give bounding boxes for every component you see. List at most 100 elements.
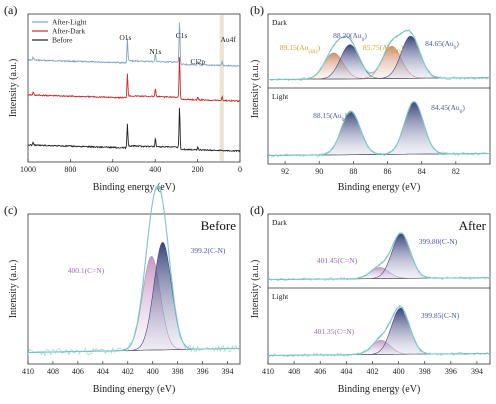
b-dark-raw-data: [267, 28, 491, 82]
c-tick-label: 400: [147, 367, 159, 376]
c-raw-data: [27, 185, 241, 357]
x-axis-label-d: Binding energy (eV): [338, 384, 421, 395]
x-ticks-d: 410 408 406 404 402 400 398 396 394: [262, 361, 483, 376]
c-envelope: [28, 185, 241, 354]
plot-frame-d: [267, 213, 491, 365]
plot-frame-a: [27, 13, 241, 163]
d-tick-label: 408: [288, 367, 300, 376]
c-tick-label: 394: [222, 367, 234, 376]
survey-line-after-dark: [27, 56, 241, 103]
au4f-highlight-band: [219, 15, 224, 161]
a-tick-label: 200: [192, 165, 204, 174]
b-tick-label: 90: [315, 167, 323, 176]
subpanel-light-d: Light 401.35(C=N) 399.85(C-N): [267, 292, 491, 358]
x-axis-label-c: Binding energy (eV): [93, 384, 176, 395]
survey-line-before: [27, 107, 241, 153]
c-tick-label: 410: [22, 367, 34, 376]
b-dark-peak-label-2: 85.75(Au(III)): [363, 43, 404, 55]
d-dark-peak-label-1: 399.80(C-N): [419, 237, 458, 246]
panel-b: Dark 89.15(Au(III)) 88.20(Au0)85.75(Au(III…: [250, 3, 491, 193]
subpanel-label-b-0: Dark: [272, 18, 287, 27]
survey-peak-label: N1s: [149, 47, 161, 56]
b-light-peak-label-1: 84.45(Au0): [431, 103, 465, 115]
b-dark-peak-label-0: 89.15(Au(III)): [280, 43, 321, 55]
x-ticks-a: 1000 800 600 400 200 0: [20, 159, 242, 174]
d-tick-label: 404: [340, 367, 352, 376]
d-tick-label: 394: [471, 367, 483, 376]
c-tick-label: 402: [122, 367, 134, 376]
subpanel-light-b: Light 88.15(Au0) 84.45(Au0): [267, 92, 491, 158]
subpanel-label-d-0: Dark: [272, 218, 287, 227]
subpanel-label-b-1: Light: [272, 92, 289, 101]
survey-peak-label: Au4f: [220, 35, 236, 44]
subpanel-label-d-1: Light: [272, 292, 289, 301]
b-light-raw-data: [267, 101, 491, 158]
chart-title-d: After: [459, 218, 487, 233]
a-tick-label: 0: [238, 165, 242, 174]
y-axis-label-d: Intensity (a.u.): [250, 260, 261, 319]
b-tick-label: 92: [281, 167, 289, 176]
c-tick-label: 404: [97, 367, 109, 376]
c-tick-label: 396: [197, 367, 209, 376]
legend-entry: After-Light: [52, 18, 87, 27]
b-tick-label: 82: [452, 167, 460, 176]
y-axis-label-c: Intensity (a.u.): [8, 260, 19, 319]
legend-entry: Before: [52, 36, 73, 45]
d-light-peak-label-0: 401.35(C=N): [314, 327, 355, 336]
b-tick-label: 84: [418, 167, 426, 176]
survey-peak-label: O1s: [119, 33, 131, 42]
d-light-raw-data: [267, 304, 491, 358]
c-tick-label: 398: [172, 367, 184, 376]
a-tick-label: 800: [64, 165, 76, 174]
b-light-peak-0: [267, 110, 491, 156]
survey-line-after-light: [28, 22, 241, 67]
b-tick-label: 88: [349, 167, 357, 176]
panel-d: Dark 401.45(C=N) 399.80(C-N) Light 401.35(C…: [250, 203, 491, 395]
c-tick-label: 406: [72, 367, 84, 376]
d-dark-raw-data: [267, 232, 491, 282]
c-peak-label-1: 399.2(C-N): [191, 246, 226, 255]
panel-label-d: (d): [250, 203, 264, 217]
panel-label-c: (c): [4, 203, 17, 217]
subpanel-dark-d: Dark 401.45(C=N) 399.80(C-N): [267, 218, 491, 282]
x-ticks-b: 92 90 88 86 84 82: [281, 161, 460, 176]
plot-frame-c: [27, 213, 241, 365]
d-tick-label: 410: [262, 367, 274, 376]
a-tick-label: 600: [107, 165, 119, 174]
d-tick-label: 400: [393, 367, 405, 376]
survey-peak-labels: O1s N1s C1s Cl2p Au4f: [119, 31, 236, 66]
a-tick-label: 1000: [20, 165, 36, 174]
survey-peak-label: Cl2p: [191, 57, 206, 66]
survey-peak-label: C1s: [176, 31, 188, 40]
panel-label-b: (b): [250, 3, 264, 17]
n1s-before-plot: 400.1(C=N) 399.2(C-N): [27, 185, 241, 357]
panel-c: 400.1(C=N) 399.2(C-N) 410 408 406 404 402 400 3…: [4, 185, 241, 395]
d-tick-label: 406: [314, 367, 326, 376]
x-axis-label-b: Binding energy (eV): [338, 182, 421, 193]
a-tick-label: 400: [149, 165, 161, 174]
chart-title-c: Before: [201, 218, 237, 233]
plot-frame-b: [267, 13, 491, 165]
d-light-peak-label-1: 399.85(C-N): [421, 311, 460, 320]
x-axis-label-a: Binding energy (eV): [93, 182, 176, 193]
d-dark-peak-label-0: 401.45(C=N): [317, 256, 358, 265]
d-tick-label: 402: [366, 367, 378, 376]
subpanel-dark-b: Dark 89.15(Au(III)) 88.20(Au0)85.75(Au(III…: [267, 18, 491, 82]
b-tick-label: 86: [384, 167, 392, 176]
b-light-peak-label-0: 88.15(Au0): [313, 111, 347, 123]
legend-entry: After-Dark: [52, 27, 85, 36]
y-axis-label-a: Intensity (a.u.): [8, 59, 19, 118]
b-dark-peak-label-3: 84.65(Au0): [425, 39, 459, 51]
survey-curves: [27, 22, 241, 153]
b-dark-peak-label-1: 88.20(Au0): [333, 31, 367, 43]
panel-label-a: (a): [4, 3, 17, 17]
d-tick-label: 398: [419, 367, 431, 376]
x-ticks-c: 410 408 406 404 402 400 398 396 394: [22, 361, 234, 376]
c-tick-label: 408: [47, 367, 59, 376]
c-peak-label-0: 400.1(C=N): [68, 266, 105, 275]
d-tick-label: 396: [445, 367, 457, 376]
y-axis-label-b: Intensity (a.u.): [250, 60, 261, 119]
